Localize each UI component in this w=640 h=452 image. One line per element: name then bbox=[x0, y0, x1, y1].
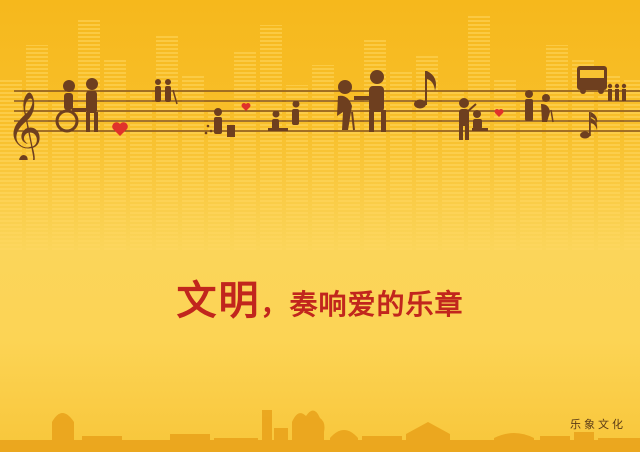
helping-hand-icon bbox=[268, 100, 300, 131]
headline: 文明，奏响爱的乐章 bbox=[0, 268, 640, 326]
wheelchair-assist-icon bbox=[55, 78, 98, 133]
equalizer-background bbox=[0, 15, 640, 250]
equalizer-bar bbox=[442, 90, 464, 250]
headline-rest: ，奏响爱的乐章 bbox=[260, 288, 464, 321]
equalizer-bar bbox=[546, 45, 568, 250]
equalizer-bar bbox=[104, 60, 126, 250]
seal-text: 乐象文化 bbox=[570, 418, 626, 431]
equalizer-bar bbox=[156, 35, 178, 250]
heart-icon bbox=[494, 108, 504, 117]
litter-bin-icon bbox=[204, 108, 235, 137]
bus-icon bbox=[577, 66, 607, 94]
heart-icon bbox=[241, 103, 251, 111]
eighth-note-icon bbox=[414, 71, 436, 109]
equalizer-bar bbox=[598, 75, 620, 250]
equalizer-bar bbox=[494, 80, 516, 250]
music-staff: 𝄞 bbox=[6, 66, 640, 160]
equalizer-bar bbox=[260, 25, 282, 250]
headline-lead: 文明 bbox=[176, 277, 261, 324]
equalizer-bar bbox=[234, 50, 256, 250]
equalizer-bar bbox=[26, 45, 48, 250]
equalizer-bar bbox=[52, 100, 74, 250]
people-walking-icon bbox=[155, 79, 178, 105]
equalizer-bar bbox=[468, 15, 490, 250]
equalizer-bar bbox=[520, 100, 542, 250]
treble-clef-icon: 𝄞 bbox=[6, 90, 43, 160]
svg-text:𝄞: 𝄞 bbox=[6, 90, 43, 160]
queue-icon bbox=[607, 83, 627, 101]
equalizer-bar bbox=[78, 20, 100, 250]
equalizer-bar bbox=[130, 90, 152, 250]
equalizer-bar bbox=[572, 60, 594, 250]
seat-offer-icon bbox=[459, 98, 488, 140]
equalizer-bar bbox=[182, 75, 204, 250]
equalizer-bar bbox=[624, 80, 640, 250]
elder-assist-icon bbox=[337, 70, 386, 132]
elder-assist-icon bbox=[525, 90, 554, 123]
heart-icon bbox=[112, 122, 128, 136]
equalizer-bar bbox=[338, 100, 360, 250]
city-skyline bbox=[0, 410, 640, 452]
equalizer-bar bbox=[208, 110, 230, 250]
sixteenth-note-icon bbox=[580, 112, 598, 139]
equalizer-bar bbox=[0, 80, 22, 250]
equalizer-bar bbox=[390, 70, 412, 250]
equalizer-bar bbox=[286, 85, 308, 250]
